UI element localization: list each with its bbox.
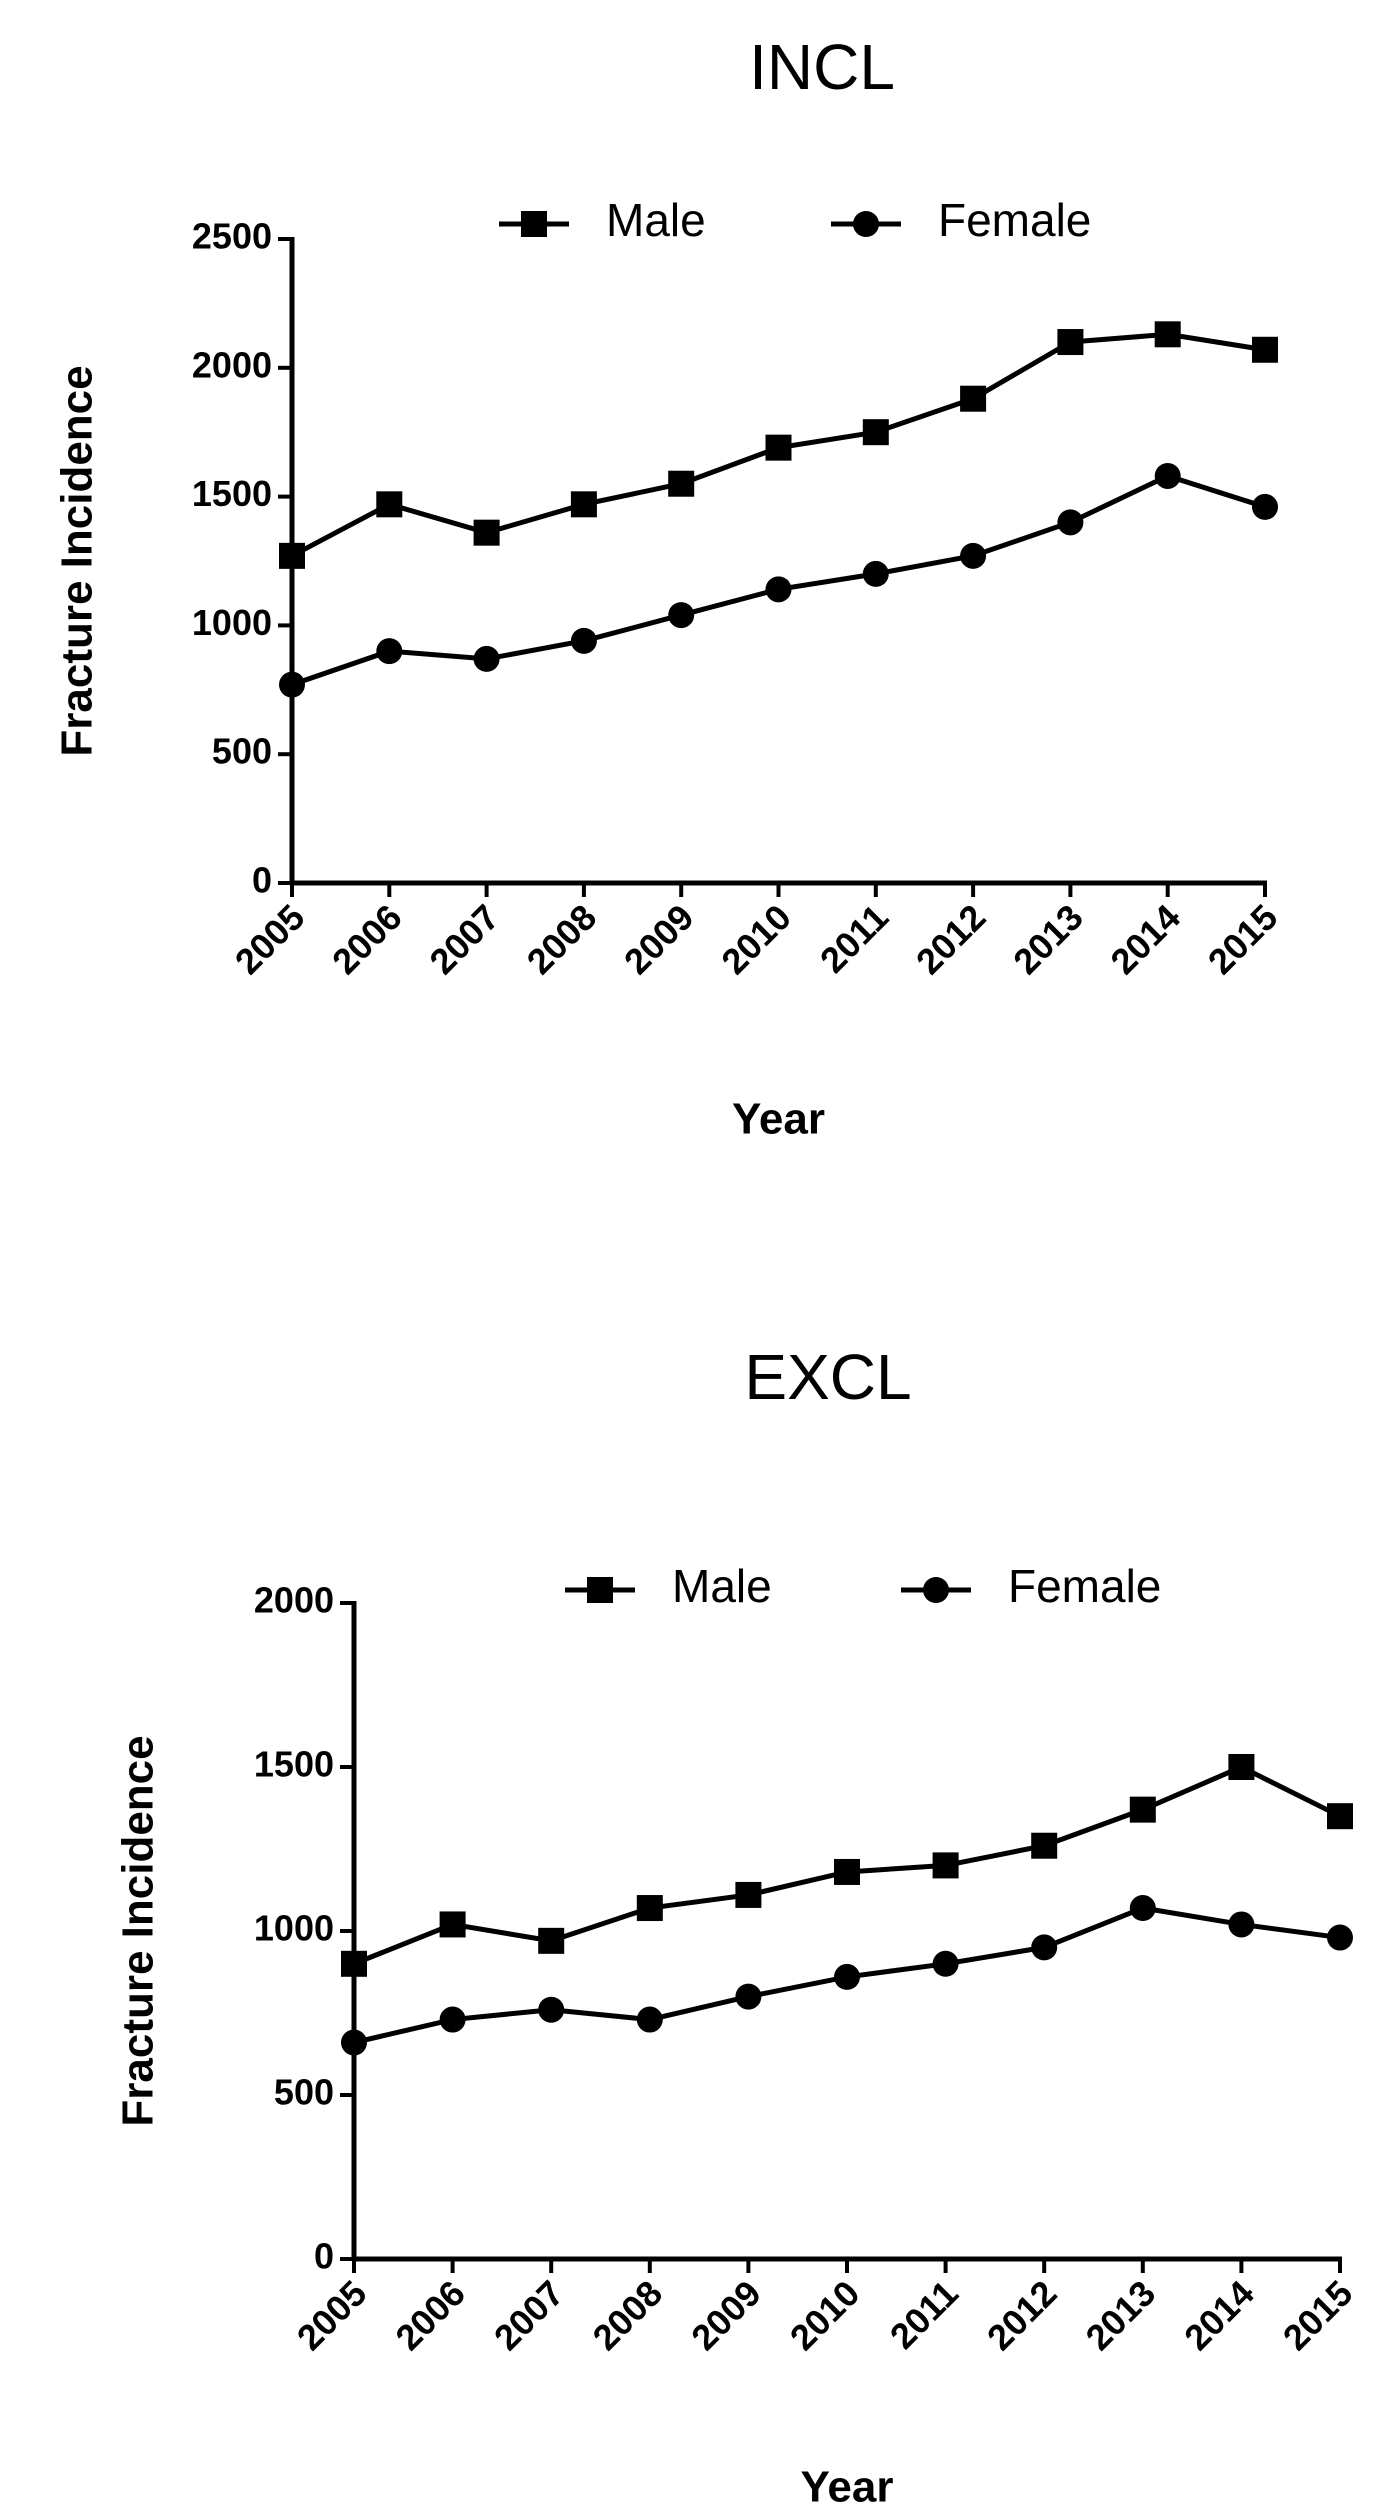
x-tick-label: 2007 [486,2272,572,2358]
data-point [834,1963,860,1990]
data-point [932,1852,959,1879]
data-point [735,1881,762,1908]
data-point [960,542,987,569]
y-tick-label: 500 [212,731,272,772]
data-point [1327,1803,1353,1830]
y-tick-label: 2000 [254,1580,334,1621]
x-tick-label: 2007 [421,896,507,982]
data-point [636,1895,663,1922]
data-point [1154,462,1181,489]
data-point [1129,1895,1156,1922]
data-point [765,434,792,461]
x-tick-label: 2013 [1005,896,1091,982]
x-tick-label: 2008 [585,2272,671,2358]
legend-marker [923,1577,949,1603]
data-point [1252,493,1278,520]
data-point [1154,321,1181,348]
x-tick-label: 2011 [882,2272,966,2356]
data-point [1252,336,1278,363]
x-tick-label: 2014 [1176,2272,1262,2358]
x-tick-label: 2012 [979,2272,1065,2358]
data-point [1228,1754,1255,1780]
x-tick-label: 2015 [1200,896,1286,982]
data-point [473,645,500,672]
data-point [862,419,889,446]
data-point [439,2006,466,2033]
data-point [570,491,597,518]
x-tick-label: 2009 [683,2272,769,2358]
data-point [960,385,987,412]
data-point [1031,1832,1058,1859]
x-tick-label: 2010 [782,2272,868,2358]
data-point [341,1950,367,1977]
x-axis-label: Year [801,2463,894,2512]
data-point [376,491,403,518]
data-point [279,542,305,569]
legend-marker [521,211,547,237]
x-tick-label: 2013 [1078,2272,1164,2358]
data-point [932,1950,959,1977]
data-point [1129,1796,1156,1823]
y-tick-label: 2500 [192,216,272,257]
data-point [1031,1934,1058,1961]
x-tick-label: 2009 [616,896,702,982]
x-tick-label: 2011 [812,896,896,980]
x-tick-label: 2015 [1275,2272,1361,2358]
legend-label: Male [672,1560,772,1612]
x-tick-label: 2006 [324,896,410,982]
chart-title: EXCL [744,1341,911,1413]
data-point [376,638,403,665]
x-tick-label: 2005 [227,896,313,982]
legend-label: Female [938,194,1091,246]
data-point [862,560,889,587]
data-point [538,1996,565,2023]
y-axis-label: Fracture Incidence [114,1735,163,2126]
data-point [1057,509,1084,536]
data-point [570,627,597,654]
y-tick-label: 1500 [192,473,272,514]
y-tick-label: 2000 [192,344,272,385]
data-point [279,671,305,698]
x-axis-label: Year [732,1095,825,1144]
data-point [439,1911,466,1938]
x-tick-label: 2008 [519,896,605,982]
y-tick-label: 1000 [254,1908,334,1949]
data-point [1228,1911,1255,1938]
data-point [668,470,695,497]
data-point [735,1983,762,2010]
legend-marker [853,211,879,237]
data-point [341,2029,367,2056]
data-point [1057,329,1084,356]
y-tick-label: 500 [274,2072,334,2113]
x-tick-label: 2005 [289,2272,375,2358]
data-point [538,1927,565,1954]
x-tick-label: 2010 [713,896,799,982]
y-tick-label: 0 [252,860,272,901]
data-point [668,602,695,629]
data-point [473,519,500,546]
data-point [834,1858,860,1885]
data-point [1327,1924,1353,1951]
legend-label: Male [606,194,706,246]
legend-label: Female [1008,1560,1161,1612]
chart-title: INCL [749,31,895,103]
y-axis-label: Fracture Incidence [53,365,102,756]
x-tick-label: 2006 [387,2272,473,2358]
y-tick-label: 1500 [254,1744,334,1785]
data-point [636,2006,663,2033]
x-tick-label: 2012 [908,896,994,982]
x-tick-label: 2014 [1102,896,1188,982]
legend-marker [587,1577,613,1603]
data-point [765,576,792,603]
y-tick-label: 1000 [192,602,272,643]
y-tick-label: 0 [314,2236,334,2277]
